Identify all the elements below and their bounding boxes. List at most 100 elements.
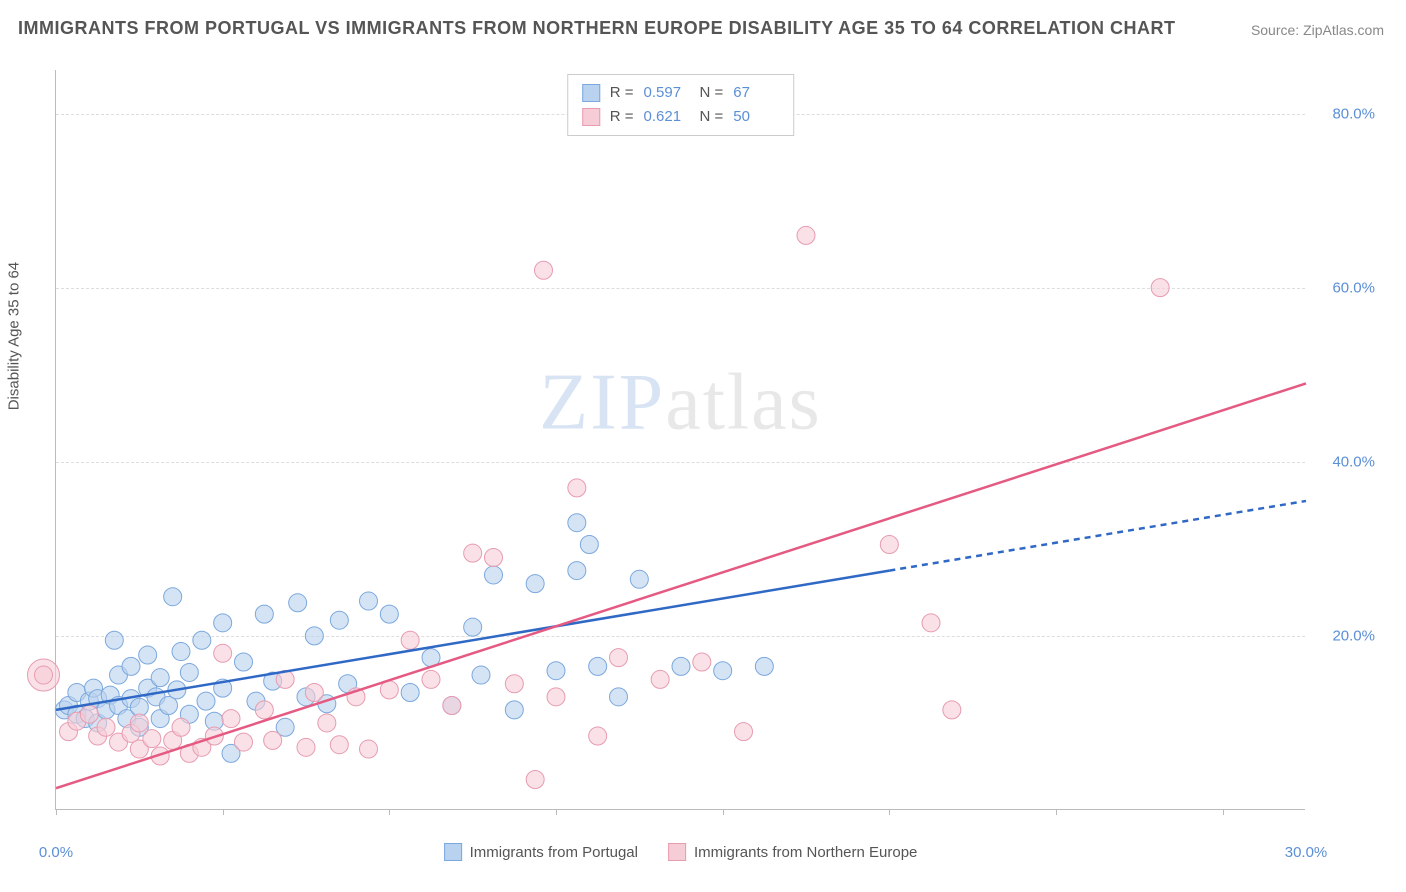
data-point [139, 646, 157, 664]
data-point [610, 688, 628, 706]
n-value-northern-europe: 50 [733, 105, 779, 129]
data-point [255, 701, 273, 719]
data-point [297, 738, 315, 756]
source-attribution: Source: ZipAtlas.com [1251, 22, 1384, 38]
x-tick [1223, 809, 1224, 815]
r-label: R = [610, 105, 634, 129]
x-min-label: 0.0% [39, 844, 73, 861]
swatch-portugal-bottom [444, 843, 462, 861]
legend-row-northern-europe: R = 0.621 N = 50 [582, 105, 780, 129]
n-label: N = [700, 81, 724, 105]
plot-area: ZIPatlas 20.0%40.0%60.0%80.0% 0.0% 30.0%… [55, 70, 1305, 810]
swatch-northern-europe-bottom [668, 843, 686, 861]
data-point [143, 730, 161, 748]
data-point [172, 718, 190, 736]
data-point [630, 570, 648, 588]
y-tick-label: 80.0% [1332, 105, 1375, 122]
data-point [922, 614, 940, 632]
data-point [526, 771, 544, 789]
legend-item-portugal: Immigrants from Portugal [444, 843, 638, 861]
data-point [535, 261, 553, 279]
chart-title: IMMIGRANTS FROM PORTUGAL VS IMMIGRANTS F… [18, 18, 1176, 39]
data-point [160, 697, 178, 715]
data-point [422, 670, 440, 688]
data-point [505, 675, 523, 693]
x-tick [223, 809, 224, 815]
data-point [568, 562, 586, 580]
r-value-portugal: 0.597 [644, 81, 690, 105]
data-point [318, 714, 336, 732]
y-axis-label: Disability Age 35 to 64 [6, 262, 23, 410]
data-point [589, 657, 607, 675]
data-point [880, 535, 898, 553]
data-point [401, 631, 419, 649]
data-point [360, 740, 378, 758]
data-point [222, 710, 240, 728]
regression-line [56, 571, 889, 710]
data-point [610, 649, 628, 667]
legend-row-portugal: R = 0.597 N = 67 [582, 81, 780, 105]
data-point [735, 723, 753, 741]
data-point [505, 701, 523, 719]
x-tick [556, 809, 557, 815]
data-point [122, 657, 140, 675]
data-point [797, 226, 815, 244]
data-point [264, 731, 282, 749]
data-point [589, 727, 607, 745]
chart-wrapper: Disability Age 35 to 64 ZIPatlas 20.0%40… [0, 60, 1406, 892]
data-point [255, 605, 273, 623]
data-point [380, 605, 398, 623]
x-tick [56, 809, 57, 815]
data-point [464, 618, 482, 636]
plot-svg [56, 70, 1305, 809]
data-point [672, 657, 690, 675]
legend-label-portugal: Immigrants from Portugal [470, 844, 638, 861]
data-point [214, 644, 232, 662]
data-point [80, 705, 98, 723]
data-point [197, 692, 215, 710]
data-point [526, 575, 544, 593]
legend-item-northern-europe: Immigrants from Northern Europe [668, 843, 917, 861]
data-point [568, 479, 586, 497]
x-max-label: 30.0% [1285, 844, 1328, 861]
data-point [330, 736, 348, 754]
y-tick-label: 40.0% [1332, 453, 1375, 470]
legend-label-northern-europe: Immigrants from Northern Europe [694, 844, 917, 861]
data-point [180, 663, 198, 681]
swatch-portugal [582, 84, 600, 102]
y-tick-label: 60.0% [1332, 279, 1375, 296]
data-point [97, 718, 115, 736]
data-point [151, 669, 169, 687]
data-point [651, 670, 669, 688]
data-point [164, 588, 182, 606]
series-legend: Immigrants from Portugal Immigrants from… [444, 843, 918, 861]
x-tick [1056, 809, 1057, 815]
regression-line-extrapolated [889, 501, 1306, 571]
data-point [472, 666, 490, 684]
data-point [214, 614, 232, 632]
data-point [464, 544, 482, 562]
data-point [714, 662, 732, 680]
data-point [755, 657, 773, 675]
correlation-legend: R = 0.597 N = 67 R = 0.621 N = 50 [567, 74, 795, 136]
r-label: R = [610, 81, 634, 105]
y-tick-label: 20.0% [1332, 627, 1375, 644]
x-tick [723, 809, 724, 815]
data-point [305, 683, 323, 701]
data-point [172, 643, 190, 661]
n-value-portugal: 67 [733, 81, 779, 105]
data-point [485, 566, 503, 584]
data-point [547, 688, 565, 706]
data-point [330, 611, 348, 629]
data-point [360, 592, 378, 610]
data-point [1151, 279, 1169, 297]
r-value-northern-europe: 0.621 [644, 105, 690, 129]
data-point [105, 631, 123, 649]
n-label: N = [700, 105, 724, 129]
data-point [235, 653, 253, 671]
data-point [235, 733, 253, 751]
data-point [193, 631, 211, 649]
regression-line [56, 383, 1306, 788]
data-point [580, 535, 598, 553]
data-point [485, 549, 503, 567]
